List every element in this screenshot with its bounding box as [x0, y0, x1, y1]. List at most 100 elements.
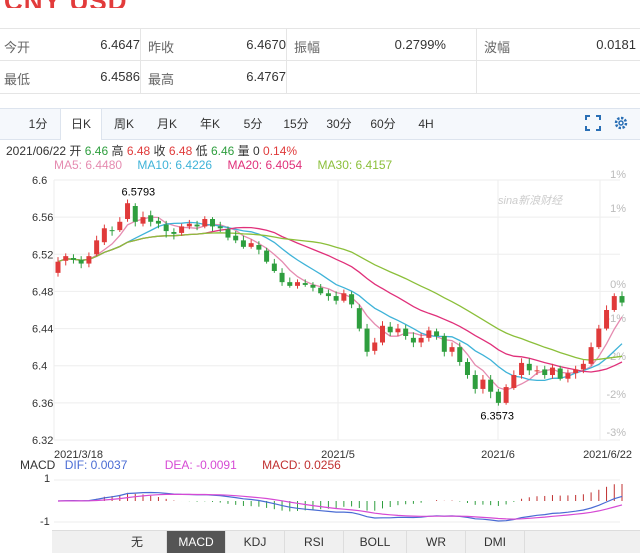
candle-body — [194, 224, 200, 227]
tab-15min[interactable]: 15分 — [283, 117, 309, 131]
tab-daily-k[interactable]: 日K — [60, 109, 102, 140]
candle-body — [372, 342, 378, 351]
y-tick-label: 6.4 — [32, 361, 47, 373]
divider — [286, 29, 287, 93]
pct-tick-label: 0% — [610, 279, 626, 291]
stat-label-prev-close: 昨收 — [148, 40, 175, 55]
change-percent: 0.14% — [263, 144, 298, 158]
indicator-tab-dmi[interactable]: DMI — [466, 531, 525, 553]
candle-body — [94, 240, 100, 255]
volume-value: 0 — [253, 144, 260, 158]
candle-body — [565, 373, 571, 379]
indicator-tab-boll[interactable]: BOLL — [344, 531, 407, 553]
candle-body — [519, 362, 525, 375]
candlestick-chart[interactable]: 6.6 6.56 6.52 6.48 6.44 6.4 6.36 6.32 1% 1% 0% -1% -… — [0, 170, 640, 470]
indicator-tab-kdj[interactable]: KDJ — [226, 531, 285, 553]
settings-gear-icon[interactable] — [612, 115, 630, 133]
tab-monthly-k[interactable]: 月K — [156, 117, 177, 131]
candle-body — [426, 330, 432, 338]
candle-body — [511, 375, 517, 388]
candle-body — [295, 282, 301, 286]
candle-body — [279, 272, 285, 283]
stat-value-prev-close: 6.4670 — [246, 37, 286, 52]
y-tick-label: 6.48 — [32, 286, 53, 298]
indicator-tab-rsi[interactable]: RSI — [285, 531, 344, 553]
tab-yearly-k[interactable]: 年K — [199, 117, 220, 131]
candle-body — [441, 336, 447, 352]
candle-body — [125, 203, 131, 219]
low-value: 6.46 — [210, 144, 235, 158]
candle-body — [163, 224, 169, 232]
stat-value-open: 6.4647 — [100, 37, 140, 52]
candle-body — [488, 379, 494, 392]
candle-body — [117, 221, 123, 231]
candle-body — [240, 240, 246, 247]
candle-body — [410, 337, 416, 343]
candle-body — [457, 347, 463, 362]
low-label: 低 — [195, 144, 208, 158]
tab-4h[interactable]: 4H — [418, 117, 434, 131]
high-label: 高 — [111, 144, 124, 158]
divider — [140, 29, 141, 93]
y-tick-label: 6.52 — [32, 249, 53, 261]
candle-body — [379, 325, 385, 343]
y-tick-label: 6.6 — [32, 175, 47, 187]
candle-body — [480, 379, 486, 389]
candle-body — [186, 223, 192, 227]
candle-body — [557, 368, 563, 379]
currency-pair-code: CNY USD — [4, 0, 128, 8]
y-tick-label: 6.32 — [32, 435, 53, 447]
stat-label-high: 最高 — [148, 72, 175, 87]
tab-weekly-k[interactable]: 周K — [113, 117, 134, 131]
indicator-tab-macd[interactable]: MACD — [167, 531, 226, 553]
candle-body — [534, 370, 540, 372]
tab-1min[interactable]: 1分 — [28, 117, 48, 131]
candle-body — [78, 259, 84, 264]
candle-body — [403, 328, 409, 336]
candle-body — [86, 256, 92, 264]
stat-value-high: 6.4767 — [246, 69, 286, 84]
candle-body — [140, 217, 146, 224]
macd-title: MACD — [20, 458, 56, 472]
stat-value-low: 6.4586 — [100, 69, 140, 84]
candle-body — [495, 391, 501, 403]
ma5-line — [57, 216, 623, 391]
candle-body — [588, 347, 594, 364]
candle-body — [434, 331, 440, 336]
ma30-label: MA30: 6.4157 — [317, 158, 393, 172]
candle-body — [611, 296, 617, 310]
pct-tick-label: -1% — [606, 313, 626, 325]
indicator-tab-wr[interactable]: WR — [407, 531, 466, 553]
tab-30min[interactable]: 30分 — [326, 117, 352, 131]
candle-body — [287, 282, 293, 286]
stat-label-range: 波幅 — [484, 40, 511, 55]
stats-row-1: 今开 6.4647 昨收 6.4670 振幅 0.2799% 波幅 0.0181 — [0, 29, 640, 61]
pct-tick-label: -2% — [606, 389, 626, 401]
ma30-line — [57, 232, 623, 361]
x-tick-label: 2021/3/18 — [54, 449, 103, 461]
ma10-line — [57, 221, 623, 382]
fullscreen-icon[interactable] — [584, 115, 602, 133]
quote-info-line: 2021/06/22 开 6.46 高 6.48 收 6.48 低 6.46 量… — [6, 142, 297, 159]
candle-body — [573, 369, 579, 374]
stats-row-2: 最低 6.4586 最高 6.4767 — [0, 61, 640, 92]
indicator-tab-none[interactable]: 无 — [108, 531, 167, 553]
ma10-label: MA10: 6.4226 — [137, 158, 213, 172]
high-value: 6.48 — [126, 144, 151, 158]
stat-label-low: 最低 — [4, 72, 31, 87]
header-title: CNY USD — [0, 0, 640, 8]
candle-body — [604, 310, 610, 329]
candle-body — [132, 206, 138, 222]
tab-60min[interactable]: 60分 — [370, 117, 396, 131]
candle-body — [580, 363, 586, 370]
macd-value-label: MACD: 0.0256 — [262, 458, 341, 472]
candle-body — [333, 296, 339, 301]
tab-5min[interactable]: 5分 — [243, 117, 263, 131]
candle-body — [596, 328, 602, 348]
candle-body — [395, 328, 401, 333]
candle-body — [248, 243, 254, 247]
sina-watermark-logo: sina新浪财经 — [498, 194, 563, 207]
candle-body — [318, 287, 324, 294]
x-tick-label: 2021/6 — [481, 449, 515, 461]
stat-label-amplitude: 振幅 — [294, 40, 321, 55]
